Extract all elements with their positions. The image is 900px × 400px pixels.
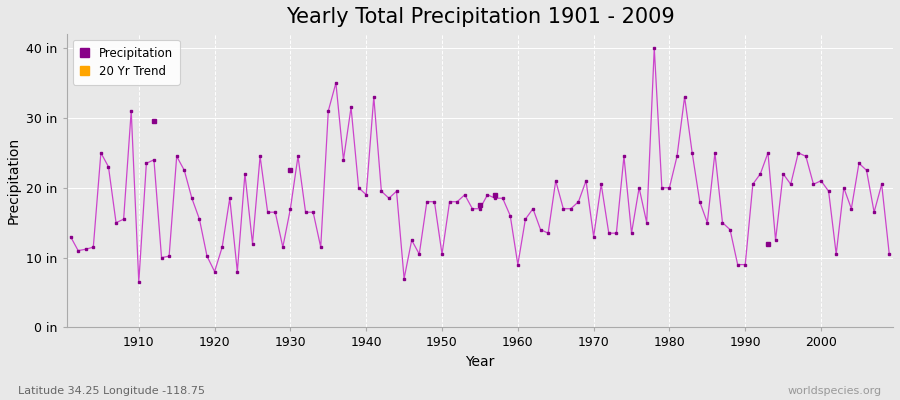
X-axis label: Year: Year <box>465 355 495 369</box>
Y-axis label: Precipitation: Precipitation <box>7 137 21 224</box>
Title: Yearly Total Precipitation 1901 - 2009: Yearly Total Precipitation 1901 - 2009 <box>285 7 674 27</box>
Text: worldspecies.org: worldspecies.org <box>788 386 882 396</box>
Legend: Precipitation, 20 Yr Trend: Precipitation, 20 Yr Trend <box>73 40 180 85</box>
Text: Latitude 34.25 Longitude -118.75: Latitude 34.25 Longitude -118.75 <box>18 386 205 396</box>
